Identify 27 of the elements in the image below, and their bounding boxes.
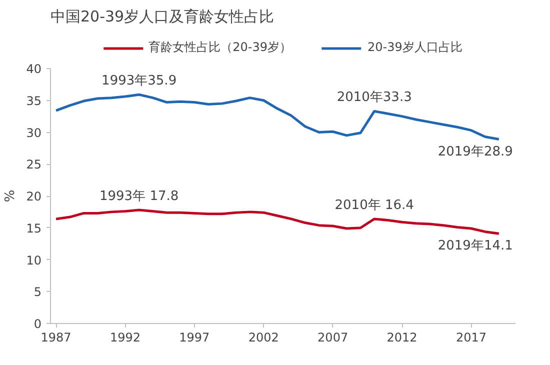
y-tick-label: 35: [26, 94, 42, 108]
legend-label: 20-39岁人口占比: [368, 39, 462, 56]
line-series: [54, 208, 500, 235]
x-tick-label: 2002: [248, 330, 279, 344]
y-axis-title: %: [3, 190, 18, 202]
chart-title: 中国20-39岁人口及育龄女性占比: [50, 8, 274, 26]
y-tick-label: 25: [26, 158, 42, 172]
annotation: 2019年28.9: [438, 144, 513, 160]
annotation: 2019年14.1: [438, 238, 513, 254]
legend-label: 育龄女性占比（20-39岁）: [148, 39, 292, 56]
x-tick-label: 2012: [386, 330, 418, 344]
x-tick-label: 1997: [179, 330, 210, 344]
y-tick-label: 0: [34, 317, 42, 331]
y-tick-label: 5: [34, 285, 42, 300]
annotation: 1993年 17.8: [99, 189, 179, 204]
x-tick-label: 2017: [456, 330, 486, 344]
y-tick-label: 30: [26, 126, 42, 140]
annotation: 1993年35.9: [102, 74, 177, 89]
y-tick-label: 10: [26, 253, 42, 268]
x-tick-label: 2007: [318, 330, 348, 344]
annotation: 2010年 16.4: [334, 198, 414, 213]
x-tick-label: 1987: [40, 330, 72, 344]
y-tick-label: 20: [26, 190, 42, 204]
annotation: 2010年33.3: [336, 90, 412, 106]
x-tick-label: 1992: [110, 330, 141, 344]
y-tick-label: 40: [26, 62, 42, 76]
y-tick-label: 15: [26, 221, 42, 236]
